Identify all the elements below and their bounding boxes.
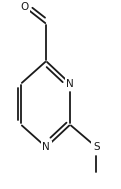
Text: N: N	[66, 79, 74, 89]
Text: N: N	[42, 142, 50, 152]
Text: S: S	[93, 142, 100, 152]
Text: O: O	[20, 2, 29, 12]
